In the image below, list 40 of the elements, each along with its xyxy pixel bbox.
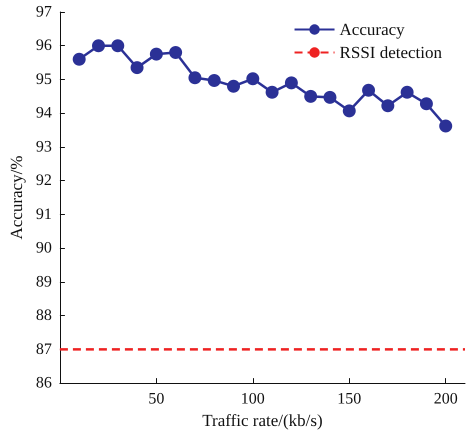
- y-tick-label: 88: [36, 307, 52, 324]
- point: [169, 46, 182, 59]
- legend-label: Accuracy: [340, 20, 406, 39]
- x-tick-label: 150: [337, 390, 362, 408]
- point: [323, 90, 336, 104]
- point: [227, 80, 240, 93]
- y-axis-title: Accuracy/%: [7, 156, 26, 240]
- point: [208, 74, 221, 87]
- point: [130, 61, 144, 74]
- x-tick-label: 100: [240, 390, 265, 408]
- point: [284, 76, 298, 90]
- y-tick-label: 90: [36, 240, 52, 257]
- point: [304, 90, 318, 103]
- y-tick-label: 89: [36, 273, 52, 290]
- y-tick-label: 93: [36, 138, 52, 156]
- y-tick-label: 97: [36, 4, 52, 20]
- point: [111, 39, 124, 52]
- y-tick-label: 87: [36, 340, 52, 358]
- point: [400, 86, 414, 99]
- point: [362, 84, 376, 97]
- y-tick-label: 95: [36, 70, 52, 88]
- x-tick-label: 50: [148, 390, 164, 408]
- point: [381, 99, 394, 112]
- point: [246, 72, 260, 86]
- legend-label: RSSI detection: [340, 43, 442, 62]
- y-tick-label: 91: [36, 206, 52, 223]
- point: [150, 48, 163, 61]
- y-tick-label: 96: [36, 37, 52, 54]
- point: [266, 86, 279, 99]
- point: [420, 97, 433, 110]
- y-tick-label: 86: [36, 374, 52, 392]
- point: [342, 104, 356, 118]
- point: [72, 52, 86, 66]
- y-tick-label: 94: [36, 104, 52, 122]
- point: [92, 39, 105, 52]
- x-axis-title: Traffic rate/(kb/s): [202, 411, 323, 430]
- point: [439, 120, 452, 133]
- y-tick-label: 92: [36, 172, 52, 190]
- point: [188, 71, 202, 84]
- x-tick-label: 200: [434, 390, 458, 408]
